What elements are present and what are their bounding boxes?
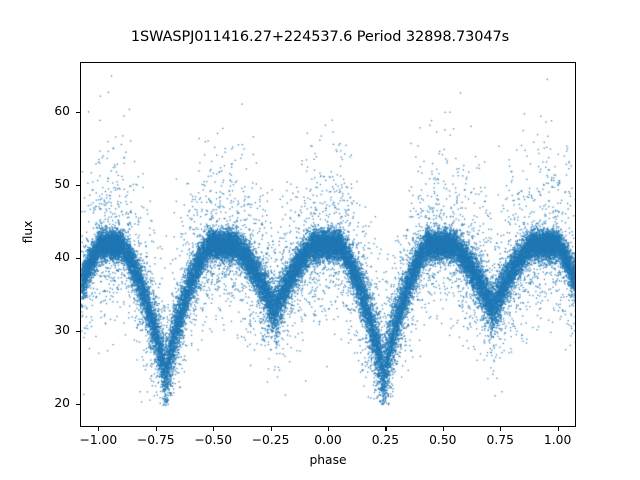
scatter-plot-canvas [81, 63, 575, 426]
plot-area [80, 62, 576, 427]
x-tick-mark [442, 427, 444, 431]
x-tick-mark [328, 427, 330, 431]
x-tick-mark [98, 427, 100, 431]
x-tick-mark [270, 427, 272, 431]
x-tick-mark [155, 427, 157, 431]
y-tick-label: 40 [54, 249, 70, 264]
x-axis-label: phase [309, 453, 347, 467]
x-tick-label: 0.50 [429, 433, 457, 447]
y-tick-label: 60 [54, 104, 70, 119]
y-tick-mark [76, 257, 80, 260]
page-title: 1SWASPJ011416.27+224537.6 Period 32898.7… [130, 29, 510, 45]
x-tick-label: 0.75 [486, 433, 514, 447]
x-tick-mark [213, 427, 215, 431]
x-tick-label: −0.50 [194, 433, 233, 447]
y-tick-mark [76, 185, 80, 187]
y-tick-label: 30 [54, 322, 70, 337]
y-tick-mark [76, 330, 80, 332]
x-tick-mark [385, 427, 387, 431]
x-tick-label: −0.25 [251, 433, 290, 447]
y-tick-label: 20 [54, 395, 70, 410]
x-tick-label: 0.00 [314, 433, 342, 447]
x-tick-label: −0.75 [136, 433, 175, 447]
x-tick-label: 1.00 [543, 433, 572, 447]
x-tick-mark [500, 427, 502, 431]
y-tick-mark [76, 403, 80, 405]
y-tick-mark [76, 112, 80, 114]
x-tick-mark [557, 427, 559, 431]
x-tick-label: 0.25 [371, 433, 400, 447]
y-tick-label: 50 [54, 177, 70, 192]
x-tick-label: −1.00 [79, 433, 118, 447]
